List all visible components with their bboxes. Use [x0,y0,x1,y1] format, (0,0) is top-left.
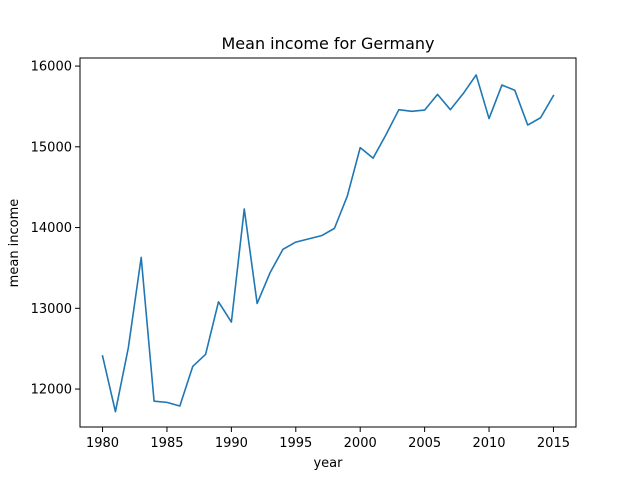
x-tick-label: 2000 [344,436,377,451]
y-tick-label: 16000 [31,60,72,75]
y-tick-label: 14000 [31,221,72,236]
x-tick-label: 1995 [279,436,312,451]
plot-frame [79,57,577,428]
x-tick-label: 1990 [215,436,248,451]
x-tick-label: 2010 [472,436,505,451]
y-tick-label: 13000 [31,302,72,317]
x-tick-label: 1980 [86,436,119,451]
x-tick-label: 2005 [408,436,441,451]
series-line-0 [101,74,555,413]
y-tick-label: 15000 [31,140,72,155]
x-tick-label: 2015 [537,436,570,451]
x-axis-label: year [313,456,343,471]
plot-area: 1980 1985 1990 1995 2000 2005 2010 2015 12000 130… [31,57,577,451]
y-tick-label: 12000 [31,383,72,398]
chart-title: Mean income for Germany [222,34,435,53]
x-tick-label: 1985 [150,436,183,451]
y-axis-label: mean income [7,199,22,288]
